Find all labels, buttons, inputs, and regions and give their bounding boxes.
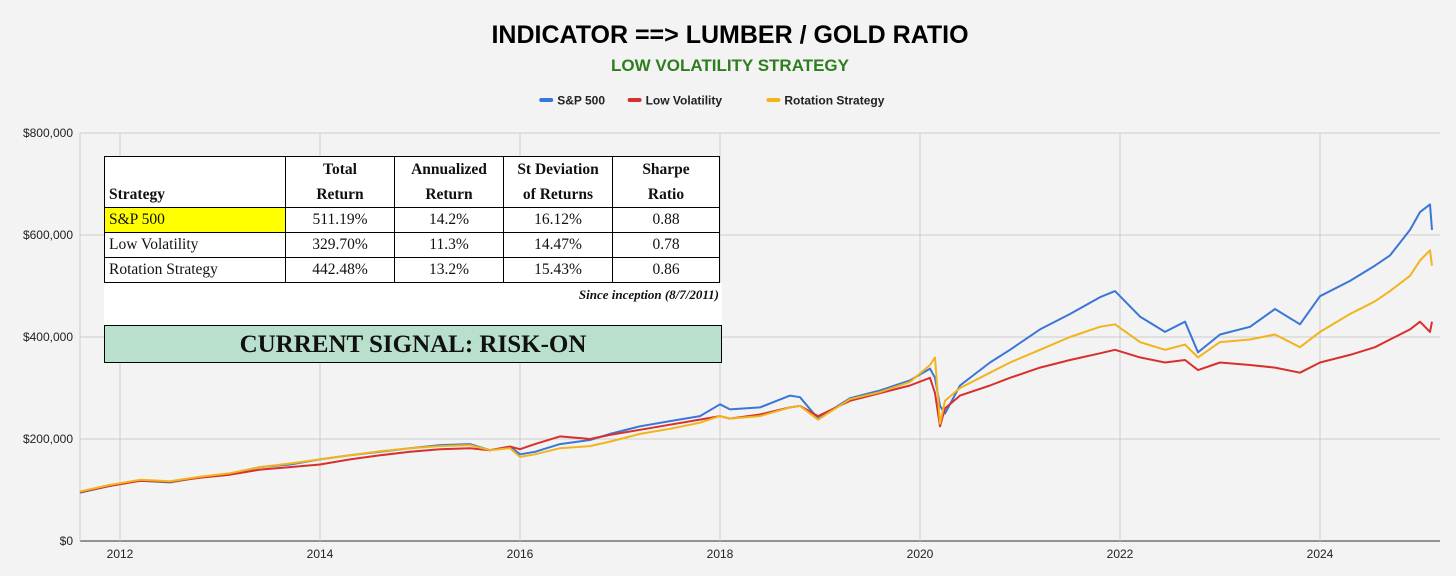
note-box: Since inception (8/7/2011) [104, 283, 722, 325]
grid [79, 132, 1440, 542]
cell-strategy: Low Volatility [104, 232, 286, 258]
cell-annualized: 11.3% [394, 232, 504, 258]
stats-table: Strategy Total Return Annualized Return St… [104, 156, 720, 283]
x-tick-label: 2016 [507, 547, 534, 561]
y-tick-label: $200,000 [23, 432, 73, 446]
table-header-row: Strategy Total Return Annualized Return St… [104, 156, 720, 208]
cell-st-dev: 15.43% [503, 257, 613, 283]
cell-total-return: 442.48% [285, 257, 395, 283]
cell-annualized: 14.2% [394, 207, 504, 233]
cell-total-return: 329.70% [285, 232, 395, 258]
table-row: Rotation Strategy 442.48% 13.2% 15.43% 0… [104, 257, 720, 283]
series-line-rotation [79, 249, 1433, 493]
x-tick-label: 2024 [1307, 547, 1334, 561]
cell-st-dev: 14.47% [503, 232, 613, 258]
current-signal-banner: CURRENT SIGNAL: RISK-ON [104, 325, 722, 363]
cell-strategy: S&P 500 [104, 207, 286, 233]
header-total-return: Total Return [285, 156, 395, 208]
cell-sharpe: 0.88 [612, 207, 720, 233]
x-tick-label: 2014 [307, 547, 334, 561]
y-tick-label: $400,000 [23, 330, 73, 344]
y-tick-label: $800,000 [23, 126, 73, 140]
y-axis: $0 $200,000 $400,000 $600,000 $800,000 [23, 126, 73, 548]
legend-label-rotation: Rotation Strategy [784, 94, 884, 108]
chart-subtitle: LOW VOLATILITY STRATEGY [611, 56, 850, 75]
header-sharpe-ratio: Sharpe Ratio [612, 156, 720, 208]
x-tick-label: 2022 [1107, 547, 1134, 561]
y-tick-label: $600,000 [23, 228, 73, 242]
cell-sharpe: 0.86 [612, 257, 720, 283]
header-st-deviation: St Deviation of Returns [503, 156, 613, 208]
x-tick-label: 2020 [907, 547, 934, 561]
legend-label-lowvol: Low Volatility [646, 94, 723, 108]
cell-annualized: 13.2% [394, 257, 504, 283]
series-lines [79, 203, 1433, 494]
inception-note: Since inception (8/7/2011) [578, 287, 719, 302]
chart-title: INDICATOR ==> LUMBER / GOLD RATIO [491, 21, 968, 49]
table-row: S&P 500 511.19% 14.2% 16.12% 0.88 [104, 207, 720, 233]
y-tick-label: $0 [60, 534, 74, 548]
cell-sharpe: 0.78 [612, 232, 720, 258]
header-strategy: Strategy [104, 156, 286, 208]
legend: S&P 500 Low Volatility Rotation Strategy [539, 94, 885, 108]
cell-st-dev: 16.12% [503, 207, 613, 233]
x-tick-label: 2012 [107, 547, 134, 561]
x-tick-label: 2018 [707, 547, 734, 561]
cell-total-return: 511.19% [285, 207, 395, 233]
cell-strategy: Rotation Strategy [104, 257, 286, 283]
table-row: Low Volatility 329.70% 11.3% 14.47% 0.78 [104, 232, 720, 258]
x-axis: 2012 2014 2016 2018 2020 2022 2024 [107, 547, 1334, 561]
header-annualized-return: Annualized Return [394, 156, 504, 208]
legend-label-sp500: S&P 500 [557, 94, 605, 108]
